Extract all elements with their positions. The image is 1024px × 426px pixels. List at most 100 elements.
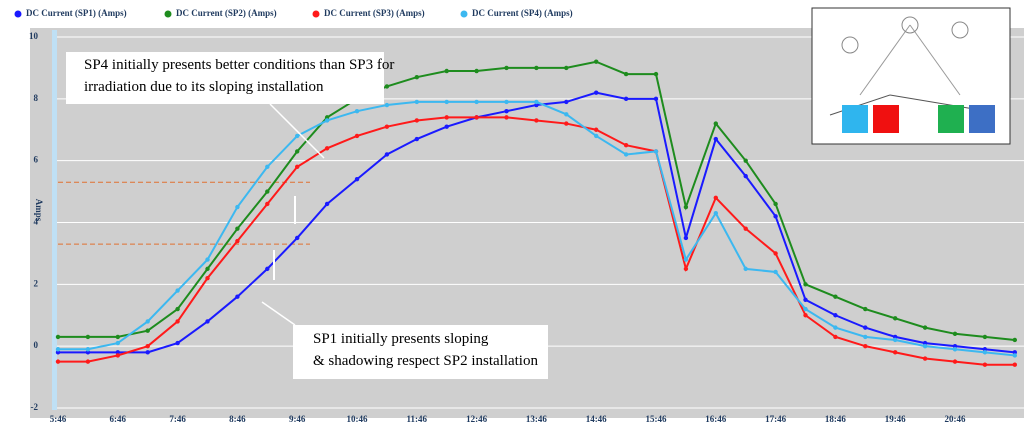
point bbox=[265, 189, 270, 194]
point bbox=[205, 266, 210, 272]
point bbox=[55, 359, 61, 364]
point bbox=[922, 356, 928, 361]
point bbox=[594, 90, 599, 95]
sun bbox=[951, 21, 969, 39]
arrow bbox=[261, 301, 296, 326]
x-tick-label: 6:46 bbox=[110, 414, 127, 424]
point bbox=[893, 316, 898, 321]
x-tick-label: 7:46 bbox=[169, 414, 186, 424]
point bbox=[594, 59, 599, 64]
point bbox=[743, 173, 748, 179]
point bbox=[504, 99, 509, 105]
point bbox=[683, 266, 689, 272]
y-tick-label: 4 bbox=[34, 217, 39, 227]
point bbox=[85, 359, 91, 364]
panel-sp4 bbox=[842, 105, 868, 133]
point bbox=[833, 313, 838, 318]
point bbox=[235, 294, 240, 299]
point bbox=[444, 68, 449, 74]
point bbox=[295, 149, 300, 154]
legend-marker bbox=[164, 10, 172, 18]
x-tick-label: 11:46 bbox=[407, 414, 428, 424]
point bbox=[534, 65, 539, 71]
point bbox=[803, 306, 808, 312]
point bbox=[623, 143, 629, 148]
axis-bar bbox=[52, 30, 57, 410]
y-axis-label: Amps bbox=[34, 199, 44, 222]
point bbox=[833, 334, 838, 340]
point bbox=[55, 350, 61, 355]
point bbox=[982, 362, 988, 367]
point bbox=[205, 257, 210, 262]
point bbox=[863, 325, 868, 330]
inset-diagram bbox=[811, 7, 1011, 145]
point bbox=[474, 99, 479, 105]
point bbox=[115, 340, 121, 346]
point bbox=[504, 115, 509, 120]
point bbox=[683, 257, 689, 262]
point bbox=[85, 334, 91, 340]
point bbox=[324, 201, 330, 207]
point bbox=[324, 146, 330, 151]
point bbox=[474, 115, 479, 120]
point bbox=[115, 350, 121, 355]
point bbox=[623, 96, 629, 102]
panel-sp3 bbox=[873, 105, 899, 133]
x-tick-label: 18:46 bbox=[825, 414, 846, 424]
point bbox=[235, 204, 240, 210]
point bbox=[803, 297, 808, 302]
x-tick-label: 8:46 bbox=[229, 414, 246, 424]
x-tick-label: 16:46 bbox=[705, 414, 726, 424]
point bbox=[952, 343, 958, 349]
x-tick-label: 19:46 bbox=[885, 414, 906, 424]
point bbox=[594, 127, 599, 132]
point bbox=[384, 84, 390, 89]
legend-marker bbox=[312, 10, 320, 18]
legend-label: DC Current (SP2) (Amps) bbox=[176, 8, 277, 18]
point bbox=[773, 251, 778, 256]
point bbox=[354, 133, 360, 139]
point bbox=[564, 112, 569, 117]
point bbox=[235, 226, 240, 231]
point bbox=[1012, 337, 1017, 343]
point bbox=[534, 118, 539, 123]
point bbox=[922, 325, 928, 330]
y-tick-label: 10 bbox=[29, 31, 39, 41]
point bbox=[295, 164, 300, 170]
point bbox=[265, 201, 270, 207]
point bbox=[773, 201, 778, 207]
x-tick-label: 5:46 bbox=[50, 414, 67, 424]
point bbox=[743, 158, 748, 163]
point bbox=[863, 343, 868, 349]
point bbox=[564, 65, 569, 71]
point bbox=[773, 214, 778, 219]
point bbox=[893, 337, 898, 343]
point bbox=[594, 133, 599, 139]
point bbox=[863, 334, 868, 340]
point bbox=[564, 121, 569, 126]
point bbox=[324, 118, 330, 123]
point bbox=[1012, 362, 1017, 367]
point bbox=[444, 115, 449, 120]
annotation: SP4 initially presents better conditions… bbox=[84, 57, 394, 95]
point bbox=[115, 353, 121, 358]
legend-label: DC Current (SP1) (Amps) bbox=[26, 8, 127, 18]
point bbox=[205, 275, 210, 281]
point bbox=[145, 319, 150, 324]
point bbox=[175, 319, 180, 324]
point bbox=[444, 124, 449, 129]
legend-marker bbox=[14, 10, 22, 18]
point bbox=[414, 74, 419, 80]
point bbox=[85, 347, 91, 352]
point bbox=[504, 65, 509, 71]
x-tick-label: 15:46 bbox=[646, 414, 667, 424]
y-tick-label: 8 bbox=[34, 93, 39, 103]
point bbox=[265, 266, 270, 272]
point bbox=[982, 347, 988, 352]
point bbox=[893, 350, 898, 355]
annotation-text: SP1 initially presents sloping bbox=[313, 331, 489, 347]
panel-sp2 bbox=[938, 105, 964, 133]
point bbox=[893, 334, 898, 340]
point bbox=[952, 347, 958, 352]
